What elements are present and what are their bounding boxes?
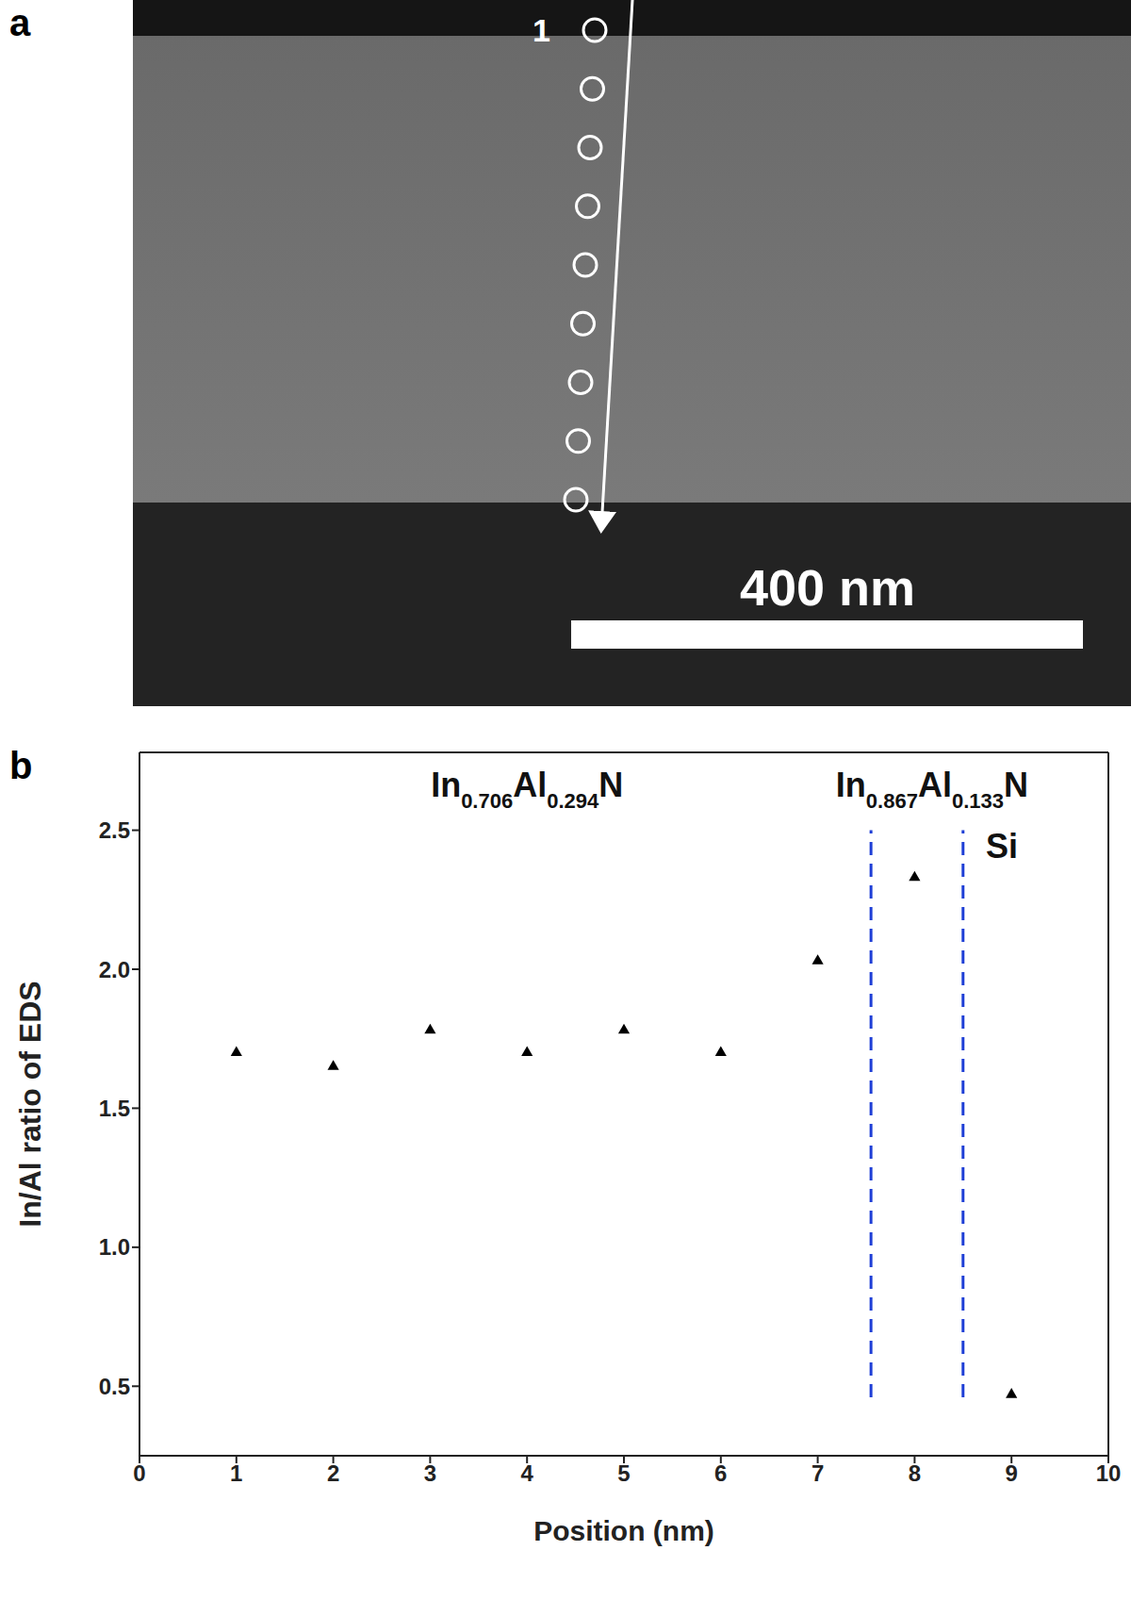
svg-text:8: 8	[908, 1459, 921, 1486]
svg-text:1.5: 1.5	[98, 1095, 131, 1121]
svg-text:1: 1	[532, 12, 551, 49]
html-text:b: b	[9, 744, 33, 787]
svg-text:400 nm: 400 nm	[739, 558, 916, 616]
svg-text:0.5: 0.5	[98, 1373, 131, 1399]
svg-text:2.0: 2.0	[98, 956, 131, 983]
svg-text:a: a	[9, 1, 32, 44]
svg-text:5: 5	[617, 1459, 630, 1486]
svg-text:In0.867Al0.133N: In0.867Al0.133N	[835, 765, 1029, 813]
svg-text:2: 2	[327, 1459, 340, 1486]
svg-text:Si: Si	[985, 826, 1018, 866]
svg-text:9: 9	[1005, 1459, 1018, 1486]
svg-text:10: 10	[1096, 1459, 1122, 1486]
svg-text:4: 4	[521, 1459, 535, 1486]
svg-text:Position (nm): Position (nm)	[533, 1514, 715, 1546]
svg-text:6: 6	[714, 1459, 727, 1486]
svg-text:3: 3	[424, 1459, 437, 1486]
svg-text:1.0: 1.0	[98, 1233, 131, 1260]
svg-text:7: 7	[811, 1459, 824, 1486]
svg-text:In/Al ratio of EDS: In/Al ratio of EDS	[13, 980, 48, 1227]
svg-text:1: 1	[229, 1459, 243, 1486]
svg-text:In0.706Al0.294N: In0.706Al0.294N	[430, 765, 623, 813]
svg-text:0: 0	[132, 1459, 146, 1486]
svg-text:2.5: 2.5	[98, 817, 131, 843]
